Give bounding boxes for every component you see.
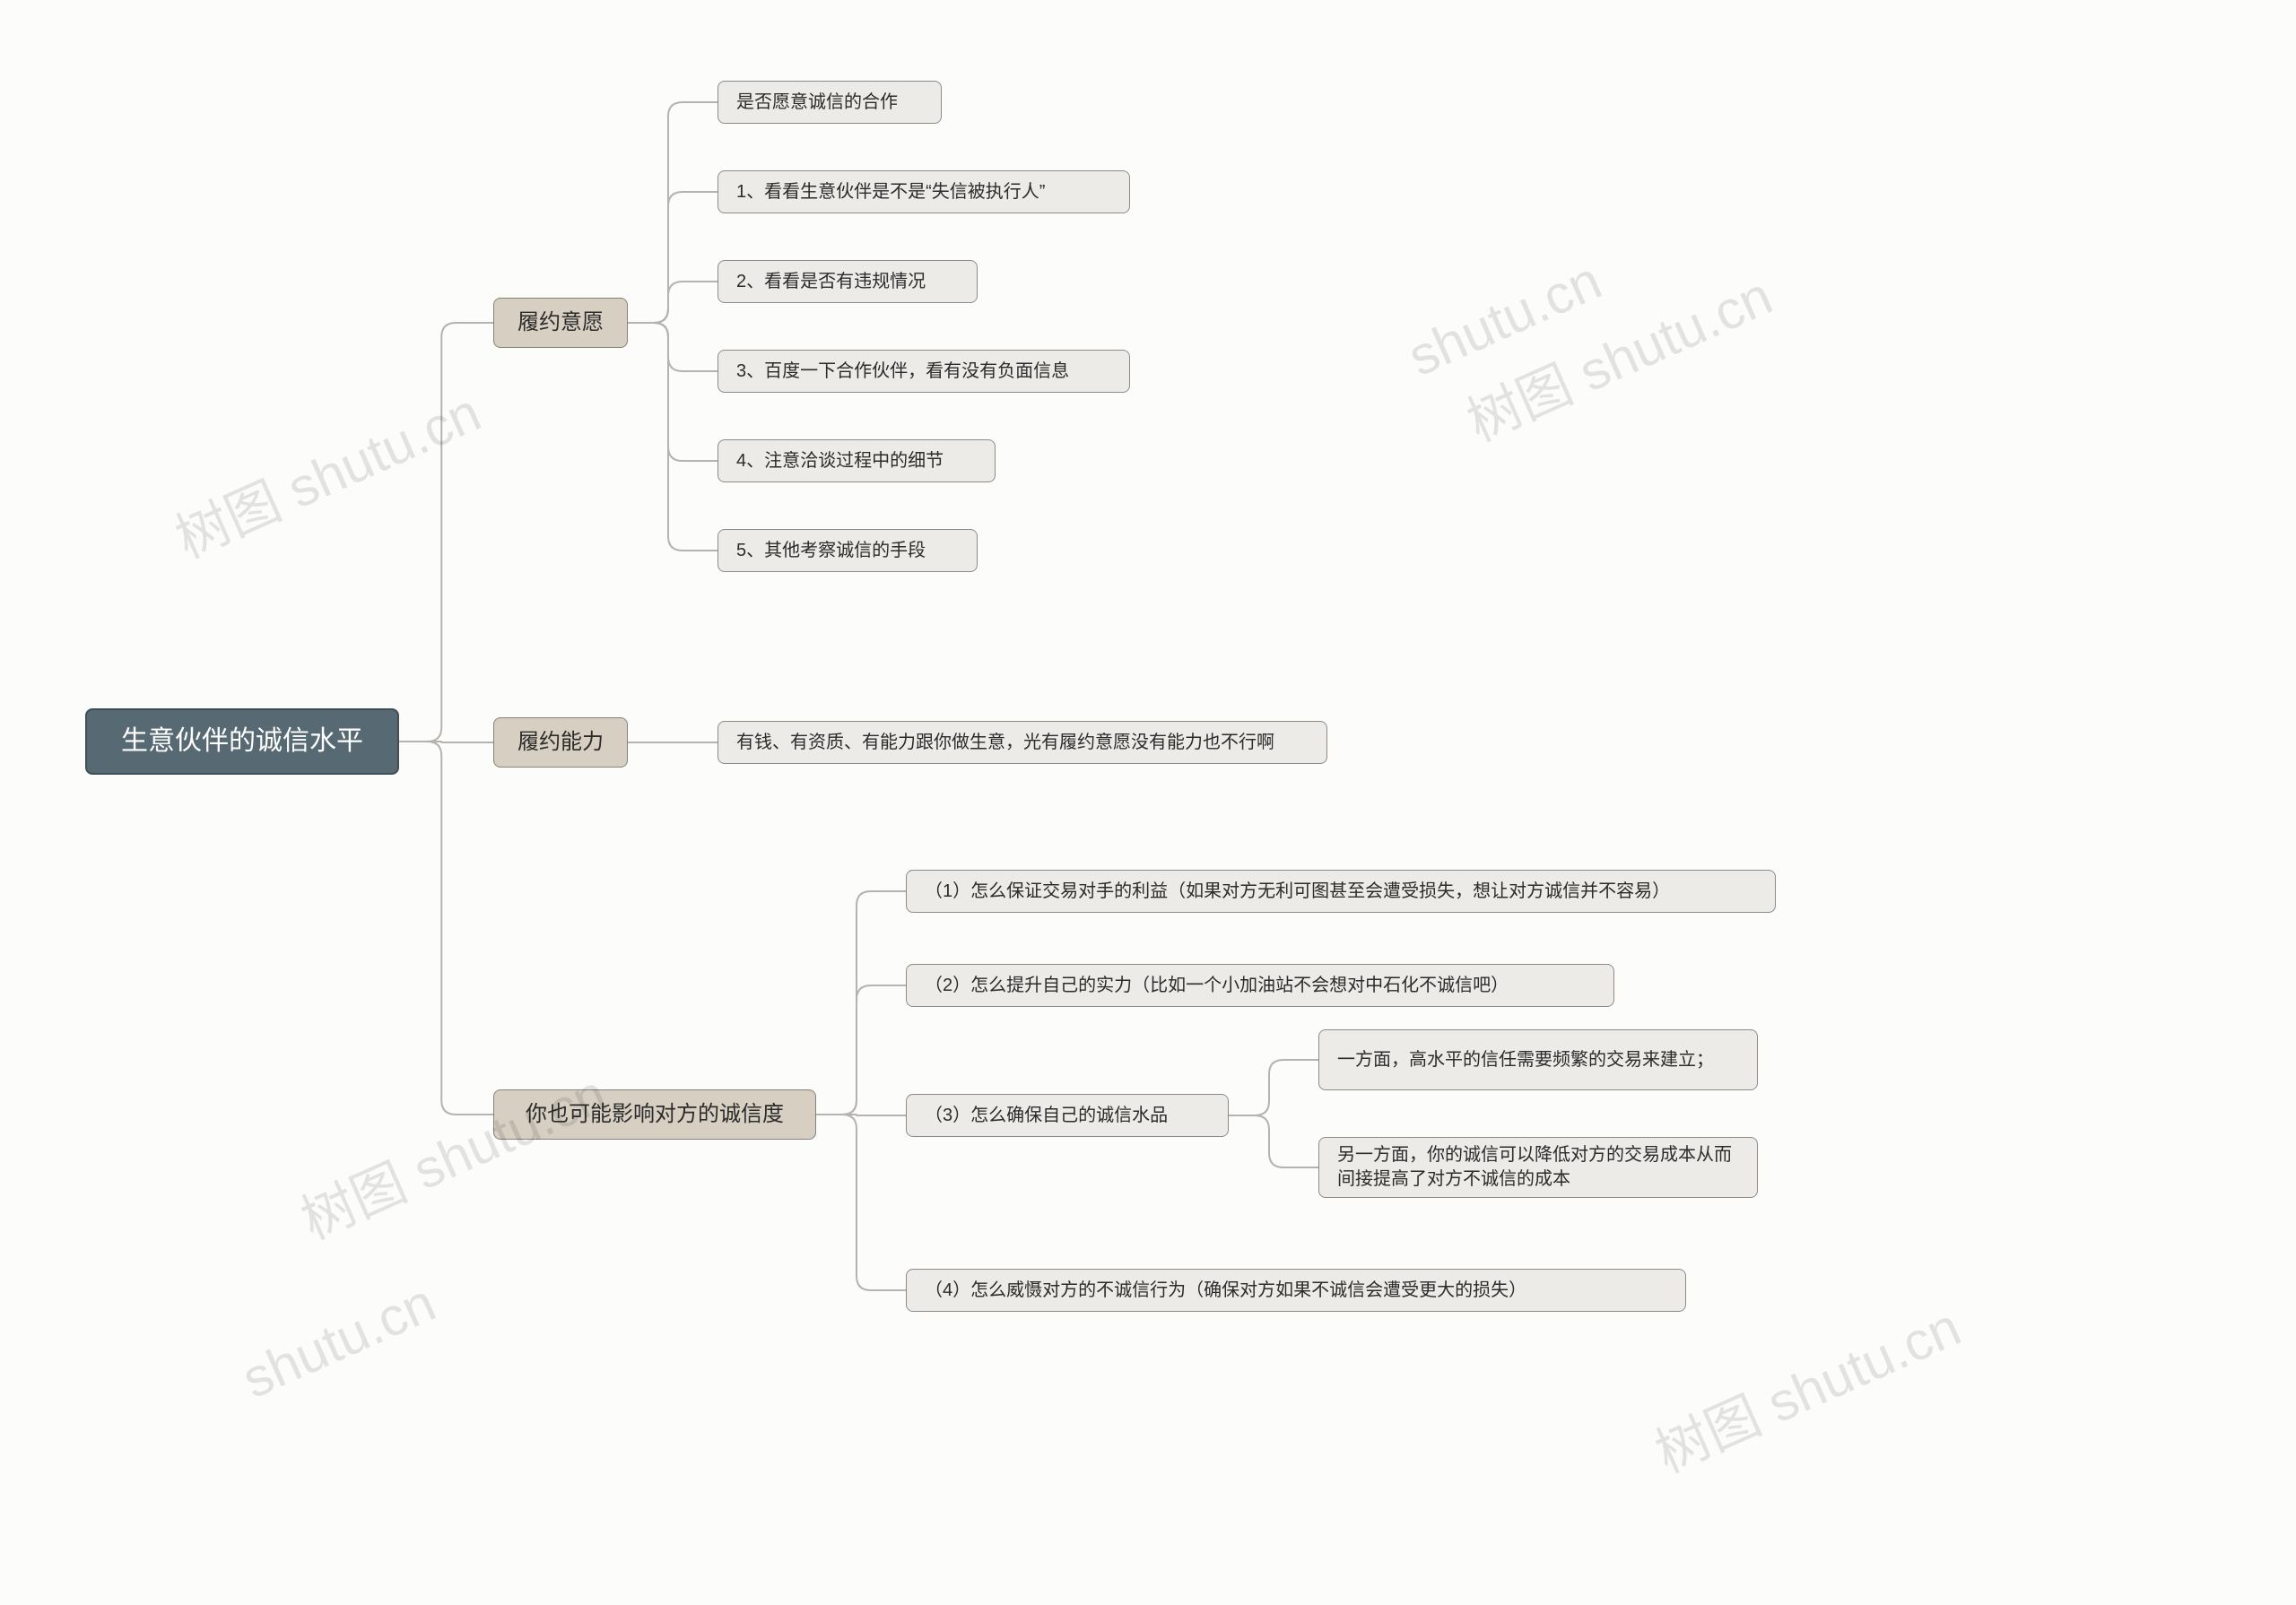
watermark: shutu.cn	[233, 1271, 444, 1410]
node-l1a: 是否愿意诚信的合作	[718, 81, 942, 124]
connector	[816, 891, 906, 1115]
node-l1c: 2、看看是否有违规情况	[718, 260, 978, 303]
connector	[628, 323, 718, 371]
node-l1e: 4、注意洽谈过程中的细节	[718, 439, 996, 482]
node-l3c1: 一方面，高水平的信任需要频繁的交易来建立；	[1318, 1029, 1758, 1090]
node-b3: 你也可能影响对方的诚信度	[493, 1089, 816, 1140]
connector-layer	[0, 0, 2296, 1605]
watermark: 树图 shutu.cn	[287, 1051, 616, 1254]
node-l3b: （2）怎么提升自己的实力（比如一个小加油站不会想对中石化不诚信吧）	[906, 964, 1614, 1007]
connector	[816, 985, 906, 1115]
connector	[628, 323, 718, 551]
connector	[816, 1115, 906, 1290]
connector	[628, 192, 718, 323]
connector	[399, 742, 493, 1115]
watermark: 树图 shutu.cn	[1453, 253, 1782, 456]
node-b1: 履约意愿	[493, 298, 628, 348]
node-root: 生意伙伴的诚信水平	[85, 708, 399, 775]
node-b2: 履约能力	[493, 717, 628, 768]
watermark: shutu.cn	[1399, 249, 1610, 388]
connector	[628, 323, 718, 461]
node-l1d: 3、百度一下合作伙伴，看有没有负面信息	[718, 350, 1130, 393]
watermark: 树图 shutu.cn	[1641, 1284, 1970, 1488]
watermark: 树图 shutu.cn	[161, 369, 491, 573]
node-l3d: （4）怎么威慑对方的不诚信行为（确保对方如果不诚信会遭受更大的损失）	[906, 1269, 1686, 1312]
node-l1b: 1、看看生意伙伴是不是“失信被执行人”	[718, 170, 1130, 213]
node-l3c2: 另一方面，你的诚信可以降低对方的交易成本从而间接提高了对方不诚信的成本	[1318, 1137, 1758, 1198]
connector	[399, 323, 493, 742]
node-l3a: （1）怎么保证交易对手的利益（如果对方无利可图甚至会遭受损失，想让对方诚信并不容…	[906, 870, 1776, 913]
connector	[1229, 1115, 1318, 1167]
node-l2a: 有钱、有资质、有能力跟你做生意，光有履约意愿没有能力也不行啊	[718, 721, 1327, 764]
node-l3c: （3）怎么确保自己的诚信水品	[906, 1094, 1229, 1137]
connector	[628, 102, 718, 323]
node-l1f: 5、其他考察诚信的手段	[718, 529, 978, 572]
connector	[628, 282, 718, 323]
connector	[1229, 1060, 1318, 1115]
